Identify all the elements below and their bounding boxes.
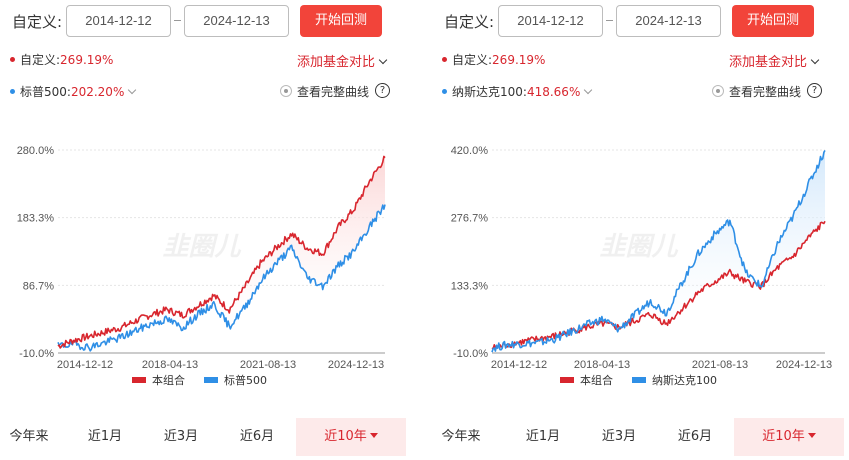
start-date-input[interactable]: 2014-12-12 xyxy=(498,5,603,37)
y-tick-label: 133.3% xyxy=(451,280,489,292)
caret-down-icon xyxy=(807,433,816,438)
x-tick-label: 2024-12-13 xyxy=(776,359,832,371)
caret-down-icon xyxy=(369,433,378,438)
portfolio-label: 自定义:269.19% xyxy=(452,53,546,67)
help-icon[interactable]: ? xyxy=(375,83,390,98)
portfolio-row: 自定义:269.19% 添加基金对比 xyxy=(432,50,849,70)
benchmark-selector[interactable]: 纳斯达克100:418.66% xyxy=(452,83,593,100)
period-tab-label: 今年来 xyxy=(9,429,49,444)
custom-range-label: 自定义: xyxy=(12,13,63,31)
period-tab-3[interactable]: 近6月 xyxy=(656,418,734,456)
full-curve-label[interactable]: 查看完整曲线 xyxy=(729,85,802,99)
portfolio-dot-icon xyxy=(442,57,447,62)
end-date-input[interactable]: 2024-12-13 xyxy=(616,5,721,37)
portfolio-return: 269.19% xyxy=(60,53,114,67)
x-tick-label: 2021-08-13 xyxy=(692,359,748,371)
portfolio-label: 自定义:269.19% xyxy=(20,53,114,67)
period-tab-label: 近10年 xyxy=(324,429,367,444)
period-tab-0[interactable]: 今年来 xyxy=(0,418,58,456)
custom-range-label: 自定义: xyxy=(444,13,495,31)
y-tick-label: 280.0% xyxy=(17,145,55,157)
portfolio-return: 269.19% xyxy=(492,53,546,67)
start-backtest-button[interactable]: 开始回测 xyxy=(300,5,382,37)
period-tab-label: 近3月 xyxy=(163,429,199,444)
full-curve-radio-icon[interactable] xyxy=(280,85,292,97)
x-tick-label: 2014-12-12 xyxy=(57,359,113,371)
full-curve-label[interactable]: 查看完整曲线 xyxy=(297,85,370,99)
backtest-panel-sp500: 自定义: 2014-12-12 2024-12-13 开始回测 自定义:269.… xyxy=(0,0,420,460)
benchmark-selector[interactable]: 标普500:202.20% xyxy=(20,83,137,100)
legend-benchmark-label: 标普500 xyxy=(224,373,267,387)
return-chart: 280.0% 183.3% 86.7% -10.0% 韭圈儿 2014-12-12 2018… xyxy=(17,145,386,387)
period-tab-label: 近6月 xyxy=(677,429,713,444)
y-tick-label: 276.7% xyxy=(451,213,489,225)
benchmark-series-line xyxy=(491,150,826,353)
chevron-down-icon xyxy=(584,85,593,95)
add-fund-compare-button[interactable]: 添加基金对比 xyxy=(297,51,388,70)
series-gap-area xyxy=(492,150,825,353)
period-tab-0[interactable]: 今年来 xyxy=(432,418,490,456)
period-tab-label: 近1月 xyxy=(525,429,561,444)
x-tick-label: 2024-12-13 xyxy=(328,359,384,371)
benchmark-series-line xyxy=(57,204,386,352)
benchmark-dot-icon xyxy=(442,89,447,94)
period-tab-label: 近6月 xyxy=(239,429,275,444)
help-icon[interactable]: ? xyxy=(807,83,822,98)
add-fund-compare-button[interactable]: 添加基金对比 xyxy=(729,51,820,70)
portfolio-dot-icon xyxy=(10,57,15,62)
period-tab-4[interactable]: 近10年 xyxy=(734,418,844,456)
legend-portfolio-swatch xyxy=(132,377,146,383)
period-tab-2[interactable]: 近3月 xyxy=(142,418,220,456)
chevron-down-icon xyxy=(128,85,137,95)
chevron-down-icon xyxy=(810,55,820,65)
legend-benchmark-label: 纳斯达克100 xyxy=(652,374,717,387)
period-tab-4[interactable]: 近10年 xyxy=(296,418,406,456)
legend-benchmark-swatch xyxy=(204,377,218,383)
full-curve-radio-icon[interactable] xyxy=(712,85,724,97)
start-backtest-button[interactable]: 开始回测 xyxy=(732,5,814,37)
legend-portfolio-label: 本组合 xyxy=(152,373,185,387)
y-tick-label: 86.7% xyxy=(23,280,54,292)
y-tick-label: -10.0% xyxy=(19,348,54,360)
portfolio-series-line xyxy=(491,220,826,350)
benchmark-row: 标普500:202.20% 查看完整曲线 ? xyxy=(0,82,420,102)
period-tab-3[interactable]: 近6月 xyxy=(218,418,296,456)
period-tab-label: 近3月 xyxy=(601,429,637,444)
y-tick-label: -10.0% xyxy=(453,348,488,360)
period-tab-label: 今年来 xyxy=(441,429,481,444)
chevron-down-icon xyxy=(378,55,388,65)
date-separator xyxy=(174,20,181,21)
period-tab-label: 近1月 xyxy=(87,429,123,444)
period-tab-label: 近10年 xyxy=(762,429,805,444)
benchmark-return: 418.66% xyxy=(526,85,581,99)
portfolio-row: 自定义:269.19% 添加基金对比 xyxy=(0,50,420,70)
portfolio-series-line xyxy=(57,155,386,349)
backtest-panel-nasdaq100: 自定义: 2014-12-12 2024-12-13 开始回测 自定义:269.… xyxy=(432,0,849,460)
benchmark-dot-icon xyxy=(10,89,15,94)
x-tick-label: 2021-08-13 xyxy=(240,359,296,371)
date-separator xyxy=(606,20,613,21)
period-tab-1[interactable]: 近1月 xyxy=(504,418,582,456)
y-tick-label: 420.0% xyxy=(451,145,489,157)
end-date-input[interactable]: 2024-12-13 xyxy=(184,5,289,37)
period-tab-1[interactable]: 近1月 xyxy=(66,418,144,456)
period-tabs: 今年来 近1月 近3月 近6月 近10年 xyxy=(432,418,849,456)
x-tick-label: 2018-04-13 xyxy=(574,359,630,371)
watermark-logo: 韭圈儿 xyxy=(599,232,678,262)
benchmark-return: 202.20% xyxy=(70,85,125,99)
benchmark-row: 纳斯达克100:418.66% 查看完整曲线 ? xyxy=(432,82,849,102)
legend-portfolio-swatch xyxy=(560,377,574,383)
legend-portfolio-label: 本组合 xyxy=(580,373,613,387)
x-tick-label: 2014-12-12 xyxy=(491,359,547,371)
period-tab-2[interactable]: 近3月 xyxy=(580,418,658,456)
y-tick-label: 183.3% xyxy=(17,213,55,225)
date-range-row: 自定义: 2014-12-12 2024-12-13 开始回测 xyxy=(0,5,420,37)
x-tick-label: 2018-04-13 xyxy=(142,359,198,371)
legend-benchmark-swatch xyxy=(632,377,646,383)
return-chart: 420.0% 276.7% 133.3% -10.0% 韭圈儿 2014-12-12 201… xyxy=(451,145,832,387)
period-tabs: 今年来 近1月 近3月 近6月 近10年 xyxy=(0,418,420,456)
watermark-logo: 韭圈儿 xyxy=(162,232,241,262)
date-range-row: 自定义: 2014-12-12 2024-12-13 开始回测 xyxy=(432,5,849,37)
start-date-input[interactable]: 2014-12-12 xyxy=(66,5,171,37)
